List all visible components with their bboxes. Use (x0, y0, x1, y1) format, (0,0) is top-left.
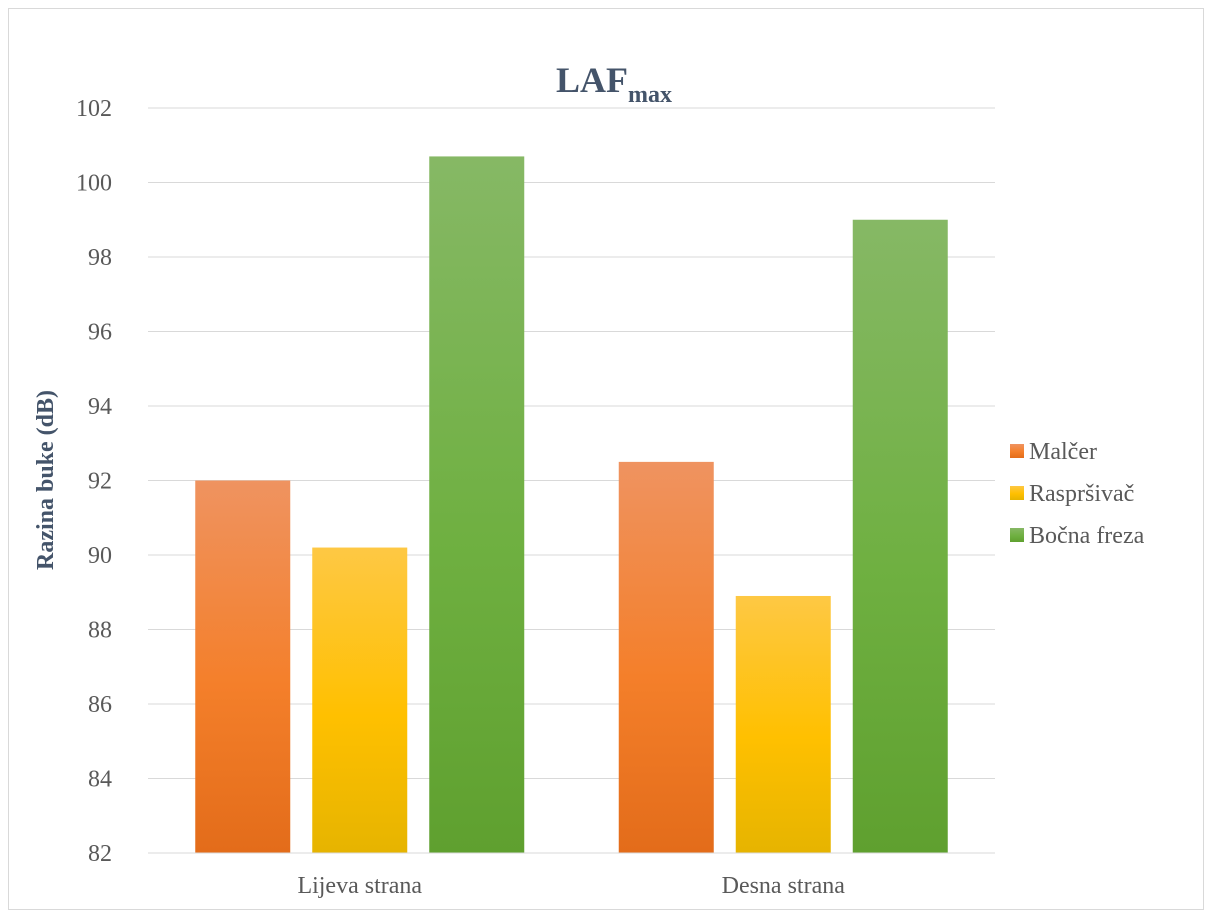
y-tick-label: 102 (76, 96, 112, 122)
y-axis-ticks: 82 84 86 88 90 92 94 96 98 100 102 (76, 96, 112, 867)
y-axis-title: Razina buke (dB) (33, 390, 59, 570)
y-tick-label: 94 (88, 394, 112, 420)
y-tick-label: 98 (88, 245, 112, 271)
bar-3-2 (852, 219, 948, 853)
y-tick-label: 86 (88, 692, 112, 718)
legend-label: Malčer (1029, 439, 1097, 465)
chart-title: LAFmax (556, 60, 672, 108)
bar-1-1 (195, 480, 291, 853)
y-tick-label: 90 (88, 543, 112, 569)
chart-title-main: LAF (556, 60, 628, 100)
legend-swatch (1010, 528, 1024, 542)
x-category-label: Lijeva strana (297, 873, 422, 899)
y-tick-label: 100 (76, 171, 112, 197)
y-tick-label: 88 (88, 618, 112, 644)
bars (195, 156, 948, 854)
bar-1-2 (618, 461, 714, 853)
bar-3-1 (429, 156, 525, 854)
legend-swatch (1010, 486, 1024, 500)
legend: Malčer Raspršivač Bočna freza (1010, 439, 1145, 549)
y-tick-label: 96 (88, 320, 112, 346)
legend-label: Raspršivač (1029, 481, 1134, 507)
bar-2-1 (312, 547, 408, 853)
legend-swatch (1010, 444, 1024, 458)
bar-2-2 (735, 595, 831, 853)
chart-title-subscript: max (628, 82, 672, 108)
y-tick-label: 92 (88, 469, 112, 495)
y-tick-label: 82 (88, 841, 112, 867)
x-category-label: Desna strana (722, 873, 846, 899)
legend-label: Bočna freza (1029, 523, 1145, 549)
x-axis-categories: Lijeva strana Desna strana (297, 873, 845, 899)
y-tick-label: 84 (88, 767, 112, 793)
